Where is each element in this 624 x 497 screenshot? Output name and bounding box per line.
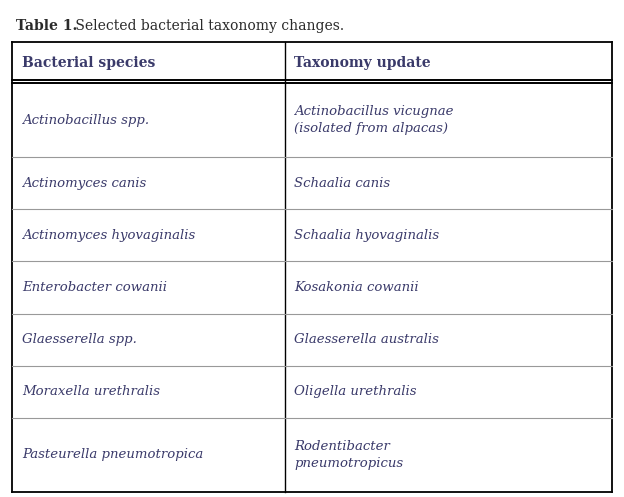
Text: Kosakonia cowanii: Kosakonia cowanii [295, 281, 419, 294]
Text: Enterobacter cowanii: Enterobacter cowanii [22, 281, 167, 294]
Text: Schaalia hyovaginalis: Schaalia hyovaginalis [295, 229, 439, 242]
Text: Taxonomy update: Taxonomy update [295, 56, 431, 70]
Text: Table 1.: Table 1. [16, 19, 77, 33]
Text: Moraxella urethralis: Moraxella urethralis [22, 385, 160, 398]
Text: Rodentibacter
pneumotropicus: Rodentibacter pneumotropicus [295, 440, 404, 470]
Text: Actinobacillus vicugnae
(isolated from alpacas): Actinobacillus vicugnae (isolated from a… [295, 105, 454, 135]
Text: Bacterial species: Bacterial species [22, 56, 155, 70]
Text: Glaesserella australis: Glaesserella australis [295, 333, 439, 346]
Text: Glaesserella spp.: Glaesserella spp. [22, 333, 137, 346]
Text: Actinomyces hyovaginalis: Actinomyces hyovaginalis [22, 229, 195, 242]
Text: Actinobacillus spp.: Actinobacillus spp. [22, 114, 149, 127]
Text: Selected bacterial taxonomy changes.: Selected bacterial taxonomy changes. [71, 19, 344, 33]
Text: Oligella urethralis: Oligella urethralis [295, 385, 417, 398]
Text: Schaalia canis: Schaalia canis [295, 177, 391, 190]
Text: Pasteurella pneumotropica: Pasteurella pneumotropica [22, 448, 203, 461]
Text: Actinomyces canis: Actinomyces canis [22, 177, 146, 190]
